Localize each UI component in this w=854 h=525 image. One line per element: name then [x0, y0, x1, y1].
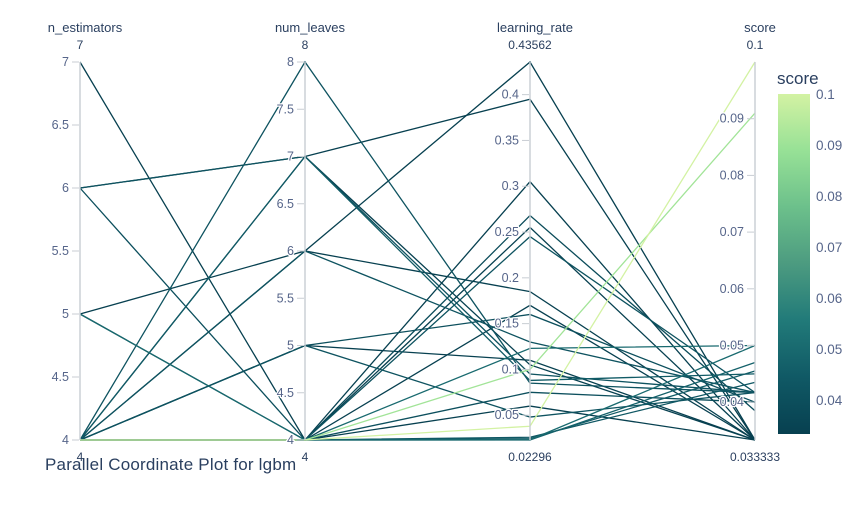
colorbar-tick-label: 0.07 [816, 240, 842, 255]
tick-label: 0.08 [720, 168, 744, 182]
axis-title-learning_rate: learning_rate [497, 20, 573, 35]
trial-lines [79, 60, 756, 442]
tick-label: 5 [62, 307, 69, 321]
tick-label: 7.5 [277, 102, 294, 116]
axis-min-label: 0.033333 [730, 450, 780, 464]
colorbar-tick-label: 0.08 [816, 189, 842, 204]
tick-label: 0.4 [502, 88, 519, 102]
tick-label: 6 [287, 244, 294, 258]
tick-label: 4.5 [52, 370, 69, 384]
tick-label: 6.5 [52, 118, 69, 132]
axis-min-label: 0.02296 [508, 450, 552, 464]
trial-line [79, 61, 756, 442]
trial-line [80, 112, 756, 441]
trial-line [79, 250, 756, 441]
colorbar-tick-label: 0.06 [816, 291, 842, 306]
trial-line [79, 344, 756, 441]
axis-max-label: 8 [302, 38, 309, 52]
axis-max-label: 0.43562 [508, 38, 552, 52]
tick-label: 0.07 [720, 225, 744, 239]
trial-line [79, 155, 756, 441]
tick-label: 0.35 [495, 133, 519, 147]
tick-label: 4.5 [277, 386, 294, 400]
trial-line [80, 61, 756, 441]
tick-label: 0.05 [495, 408, 519, 422]
axis-num_leaves[interactable]: 8 7.5 7 6.5 6 5.5 5 4.5 4 num_leaves 8 4 [275, 20, 346, 465]
tick-label: 5.5 [277, 291, 294, 305]
axis-max-label: 7 [77, 38, 84, 52]
tick-label: 0.25 [495, 225, 519, 239]
axis-min-label: 4 [77, 450, 84, 464]
trial-line [80, 381, 756, 441]
trial-line [79, 155, 756, 394]
trial-line [79, 61, 756, 441]
axis-learning_rate[interactable]: 0.4 0.35 0.3 0.25 0.2 0.15 0.1 0.05 learning_rat… [493, 20, 573, 465]
tick-label: 0.2 [502, 271, 519, 285]
tick-label: 7 [62, 55, 69, 69]
colorbar-tick-label: 0.05 [816, 342, 842, 357]
tick-label: 0.04 [720, 395, 744, 409]
tick-label: 0.1 [502, 362, 519, 376]
tick-label: 4 [62, 433, 69, 447]
colorbar-title: score [777, 69, 819, 88]
axis-title-n_estimators: n_estimators [48, 20, 123, 35]
trial-line [79, 187, 756, 441]
tick-label: 0.09 [720, 112, 744, 126]
colorbar-tick-label: 0.04 [816, 393, 843, 408]
tick-label: 0.3 [502, 179, 519, 193]
tick-label: 5.5 [52, 244, 69, 258]
axis-title-num_leaves: num_leaves [275, 20, 346, 35]
tick-label: 6.5 [277, 197, 294, 211]
trial-line [80, 344, 756, 441]
axis-n_estimators[interactable]: 7 6.5 6 5.5 5 4.5 4 n_estimators 7 4 [48, 20, 123, 465]
trial-line [79, 60, 756, 441]
trial-line [79, 344, 756, 441]
axis-title-score: score [744, 20, 776, 35]
tick-label: 5 [287, 339, 294, 353]
tick-label: 0.06 [720, 282, 744, 296]
trial-line [79, 313, 756, 441]
tick-label: 0.15 [495, 317, 519, 331]
plot-title: Parallel Coordinate Plot for lgbm [45, 455, 297, 474]
axis-max-label: 0.1 [747, 38, 764, 52]
trial-line [79, 250, 756, 441]
tick-label: 7 [287, 150, 294, 164]
colorbar-gradient [778, 94, 810, 434]
colorbar-tick-label: 0.09 [816, 138, 842, 153]
trial-line [80, 235, 756, 441]
colorbar-tick-label: 0.1 [816, 87, 835, 102]
tick-label: 8 [287, 55, 294, 69]
axis-min-label: 4 [302, 450, 309, 464]
tick-label: 4 [287, 433, 294, 447]
tick-label: 6 [62, 181, 69, 195]
axis-score[interactable]: 0.09 0.08 0.07 0.06 0.05 0.04 score 0.1 0.033333 [718, 20, 781, 465]
tick-label: 0.05 [720, 338, 744, 352]
